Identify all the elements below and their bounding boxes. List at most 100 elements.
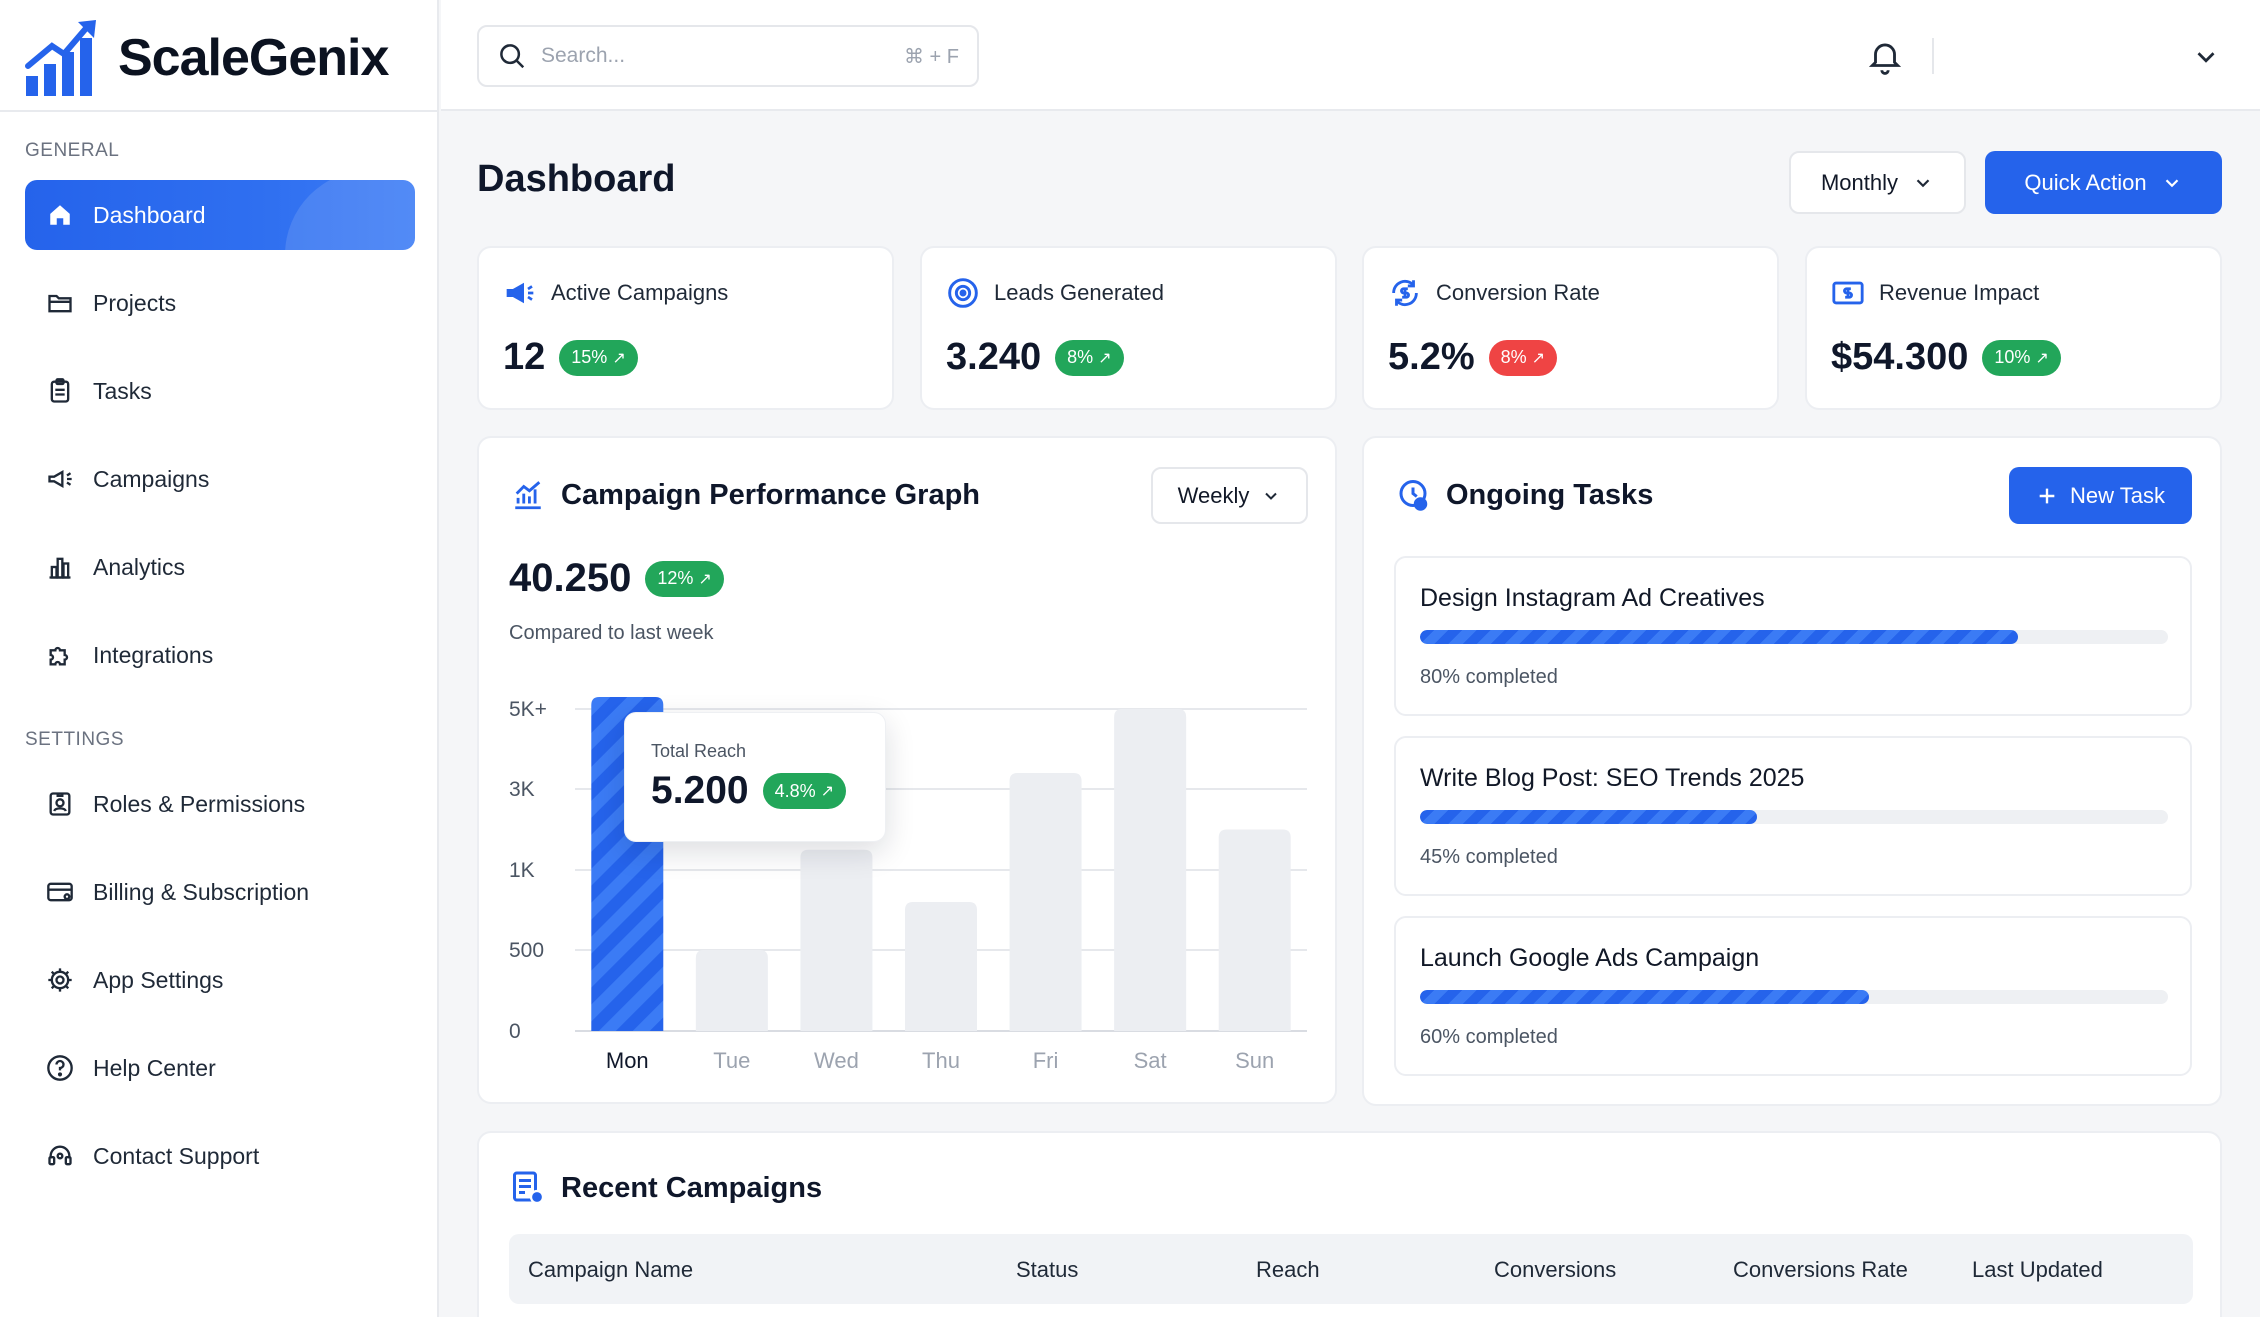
tooltip-change-badge: 4.8% ↗ <box>762 773 847 809</box>
sidebar-item-label: Dashboard <box>93 201 206 228</box>
sidebar-item-projects[interactable]: Projects <box>25 268 415 338</box>
puzzle-icon <box>45 640 75 670</box>
y-tick-label: 3K <box>509 778 535 801</box>
sidebar-item-billing[interactable]: Billing & Subscription <box>25 857 415 927</box>
stat-value: 3.240 <box>946 336 1042 378</box>
badge-text: 10% <box>1994 347 2031 367</box>
stat-label: Leads Generated <box>994 280 1165 305</box>
chevron-down-icon <box>1916 178 1930 187</box>
column-header[interactable]: Campaign Name <box>528 1257 694 1282</box>
folder-icon <box>45 288 75 318</box>
gear-icon <box>45 965 75 995</box>
y-tick-label: 5K+ <box>509 698 547 721</box>
task-progress-text: 60% completed <box>1420 1026 1558 1048</box>
x-tick-label: Wed <box>814 1048 859 1073</box>
search-box[interactable]: ⌘ + F <box>477 25 979 87</box>
tasks-card-title: Ongoing Tasks <box>1446 478 1654 511</box>
line-chart-icon <box>509 476 547 514</box>
x-tick-label: Thu <box>922 1048 960 1073</box>
bar-thu[interactable] <box>905 902 977 1031</box>
chevron-down-icon <box>2165 178 2178 187</box>
sidebar-item-label: Integrations <box>93 641 214 668</box>
arrow-up-right-icon: ↗ <box>1531 349 1546 367</box>
stat-value: 5.2% <box>1388 336 1475 378</box>
notification-button[interactable] <box>1866 36 1904 76</box>
campaign-performance-card: Campaign Performance Graph Weekly 40.250… <box>477 436 1337 1104</box>
account-menu-toggle[interactable] <box>2191 42 2221 72</box>
sidebar-item-label: Help Center <box>93 1054 216 1081</box>
x-tick-label: Fri <box>1033 1048 1059 1073</box>
section-general-label: GENERAL <box>25 140 120 161</box>
plus-icon <box>2039 488 2055 503</box>
task-progress-fill <box>1420 630 2019 644</box>
tooltip-value: 5.200 <box>651 769 749 812</box>
y-tick-label: 500 <box>509 939 544 962</box>
headset-icon <box>45 1141 75 1171</box>
header-divider <box>1932 38 1934 74</box>
bar-tue[interactable] <box>695 950 768 1031</box>
badge-text: 4.8% <box>774 780 816 801</box>
new-task-button[interactable]: New Task <box>2009 467 2192 524</box>
stat-card-leads-generated: Leads Generated 3.240 8% ↗ <box>920 246 1337 410</box>
sidebar-item-label: Campaigns <box>93 465 210 492</box>
stat-value: 12 <box>503 336 546 378</box>
x-tick-label: Sun <box>1235 1048 1274 1073</box>
bar-wed[interactable] <box>800 849 873 1031</box>
task-progress-text: 80% completed <box>1420 666 1558 688</box>
chart-period-select[interactable]: Weekly <box>1151 467 1308 524</box>
task-progress-track <box>1420 990 2168 1004</box>
bell-icon <box>1868 43 1902 75</box>
stat-value: $54.300 <box>1831 336 1969 378</box>
search-shortcut: ⌘ + F <box>903 45 959 68</box>
arrow-up-right-icon: ↗ <box>820 783 835 800</box>
quick-action-label: Quick Action <box>2024 169 2147 195</box>
bar-sat[interactable] <box>1114 709 1187 1031</box>
logo[interactable]: ScaleGenix <box>24 18 389 98</box>
quick-action-button[interactable]: Quick Action <box>1985 151 2222 214</box>
sidebar-item-label: Contact Support <box>93 1142 260 1169</box>
column-header[interactable]: Conversions <box>1494 1257 1617 1282</box>
column-header[interactable]: Conversions Rate <box>1733 1257 1908 1282</box>
task-progress-track <box>1420 810 2168 824</box>
sidebar-item-label: Tasks <box>93 377 152 404</box>
bar-fri[interactable] <box>1009 773 1082 1031</box>
sidebar-item-dashboard[interactable]: Dashboard <box>25 180 415 250</box>
sidebar-item-campaigns[interactable]: Campaigns <box>25 444 415 514</box>
recent-campaigns-card: Recent Campaigns Campaign Name Status Re… <box>477 1131 2222 1317</box>
sidebar-item-app-settings[interactable]: App Settings <box>25 945 415 1015</box>
task-progress-text: 45% completed <box>1420 846 1558 868</box>
new-task-label: New Task <box>2070 482 2165 508</box>
task-item[interactable]: Design Instagram Ad Creatives 80% comple… <box>1394 556 2192 716</box>
period-select[interactable]: Monthly <box>1789 151 1966 214</box>
sidebar-item-contact-support[interactable]: Contact Support <box>25 1121 415 1191</box>
sidebar-item-help-center[interactable]: Help Center <box>25 1033 415 1103</box>
stat-label: Conversion Rate <box>1436 280 1600 305</box>
target-icon <box>946 276 980 310</box>
search-input[interactable] <box>541 44 904 68</box>
recent-card-title: Recent Campaigns <box>561 1171 823 1204</box>
ongoing-tasks-card: Ongoing Tasks New Task Design Instagram … <box>1362 436 2222 1106</box>
column-header[interactable]: Last Updated <box>1972 1257 2103 1282</box>
column-header[interactable]: Status <box>1016 1257 1079 1282</box>
column-header[interactable]: Reach <box>1256 1257 1320 1282</box>
megaphone-icon <box>45 464 75 494</box>
chevron-down-icon <box>1265 492 1278 500</box>
arrow-up-right-icon: ↗ <box>1098 349 1112 367</box>
bar-chart: 0 500 1K 3K 5K+ Mon Tue Wed Thu Fri Sat Sun <box>509 697 1307 1073</box>
bar-sun[interactable] <box>1218 829 1291 1032</box>
arrow-up-right-icon: ↗ <box>2035 349 2049 367</box>
task-item[interactable]: Launch Google Ads Campaign 60% completed <box>1394 916 2192 1076</box>
sidebar-item-label: Billing & Subscription <box>93 878 310 905</box>
stat-change-badge: 8% ↗ <box>1488 339 1558 376</box>
chevron-down-icon <box>2197 52 2215 63</box>
x-tick-label: Sat <box>1134 1048 1167 1073</box>
sidebar-item-analytics[interactable]: Analytics <box>25 532 415 602</box>
arrow-up-right-icon: ↗ <box>698 570 712 588</box>
badge-text: 8% <box>1067 347 1094 367</box>
x-tick-label: Mon <box>606 1048 649 1073</box>
sidebar-item-integrations[interactable]: Integrations <box>25 620 415 690</box>
megaphone-icon <box>503 276 537 310</box>
sidebar-item-tasks[interactable]: Tasks <box>25 356 415 426</box>
task-item[interactable]: Write Blog Post: SEO Trends 2025 45% com… <box>1394 736 2192 896</box>
sidebar-item-roles[interactable]: Roles & Permissions <box>25 769 415 839</box>
